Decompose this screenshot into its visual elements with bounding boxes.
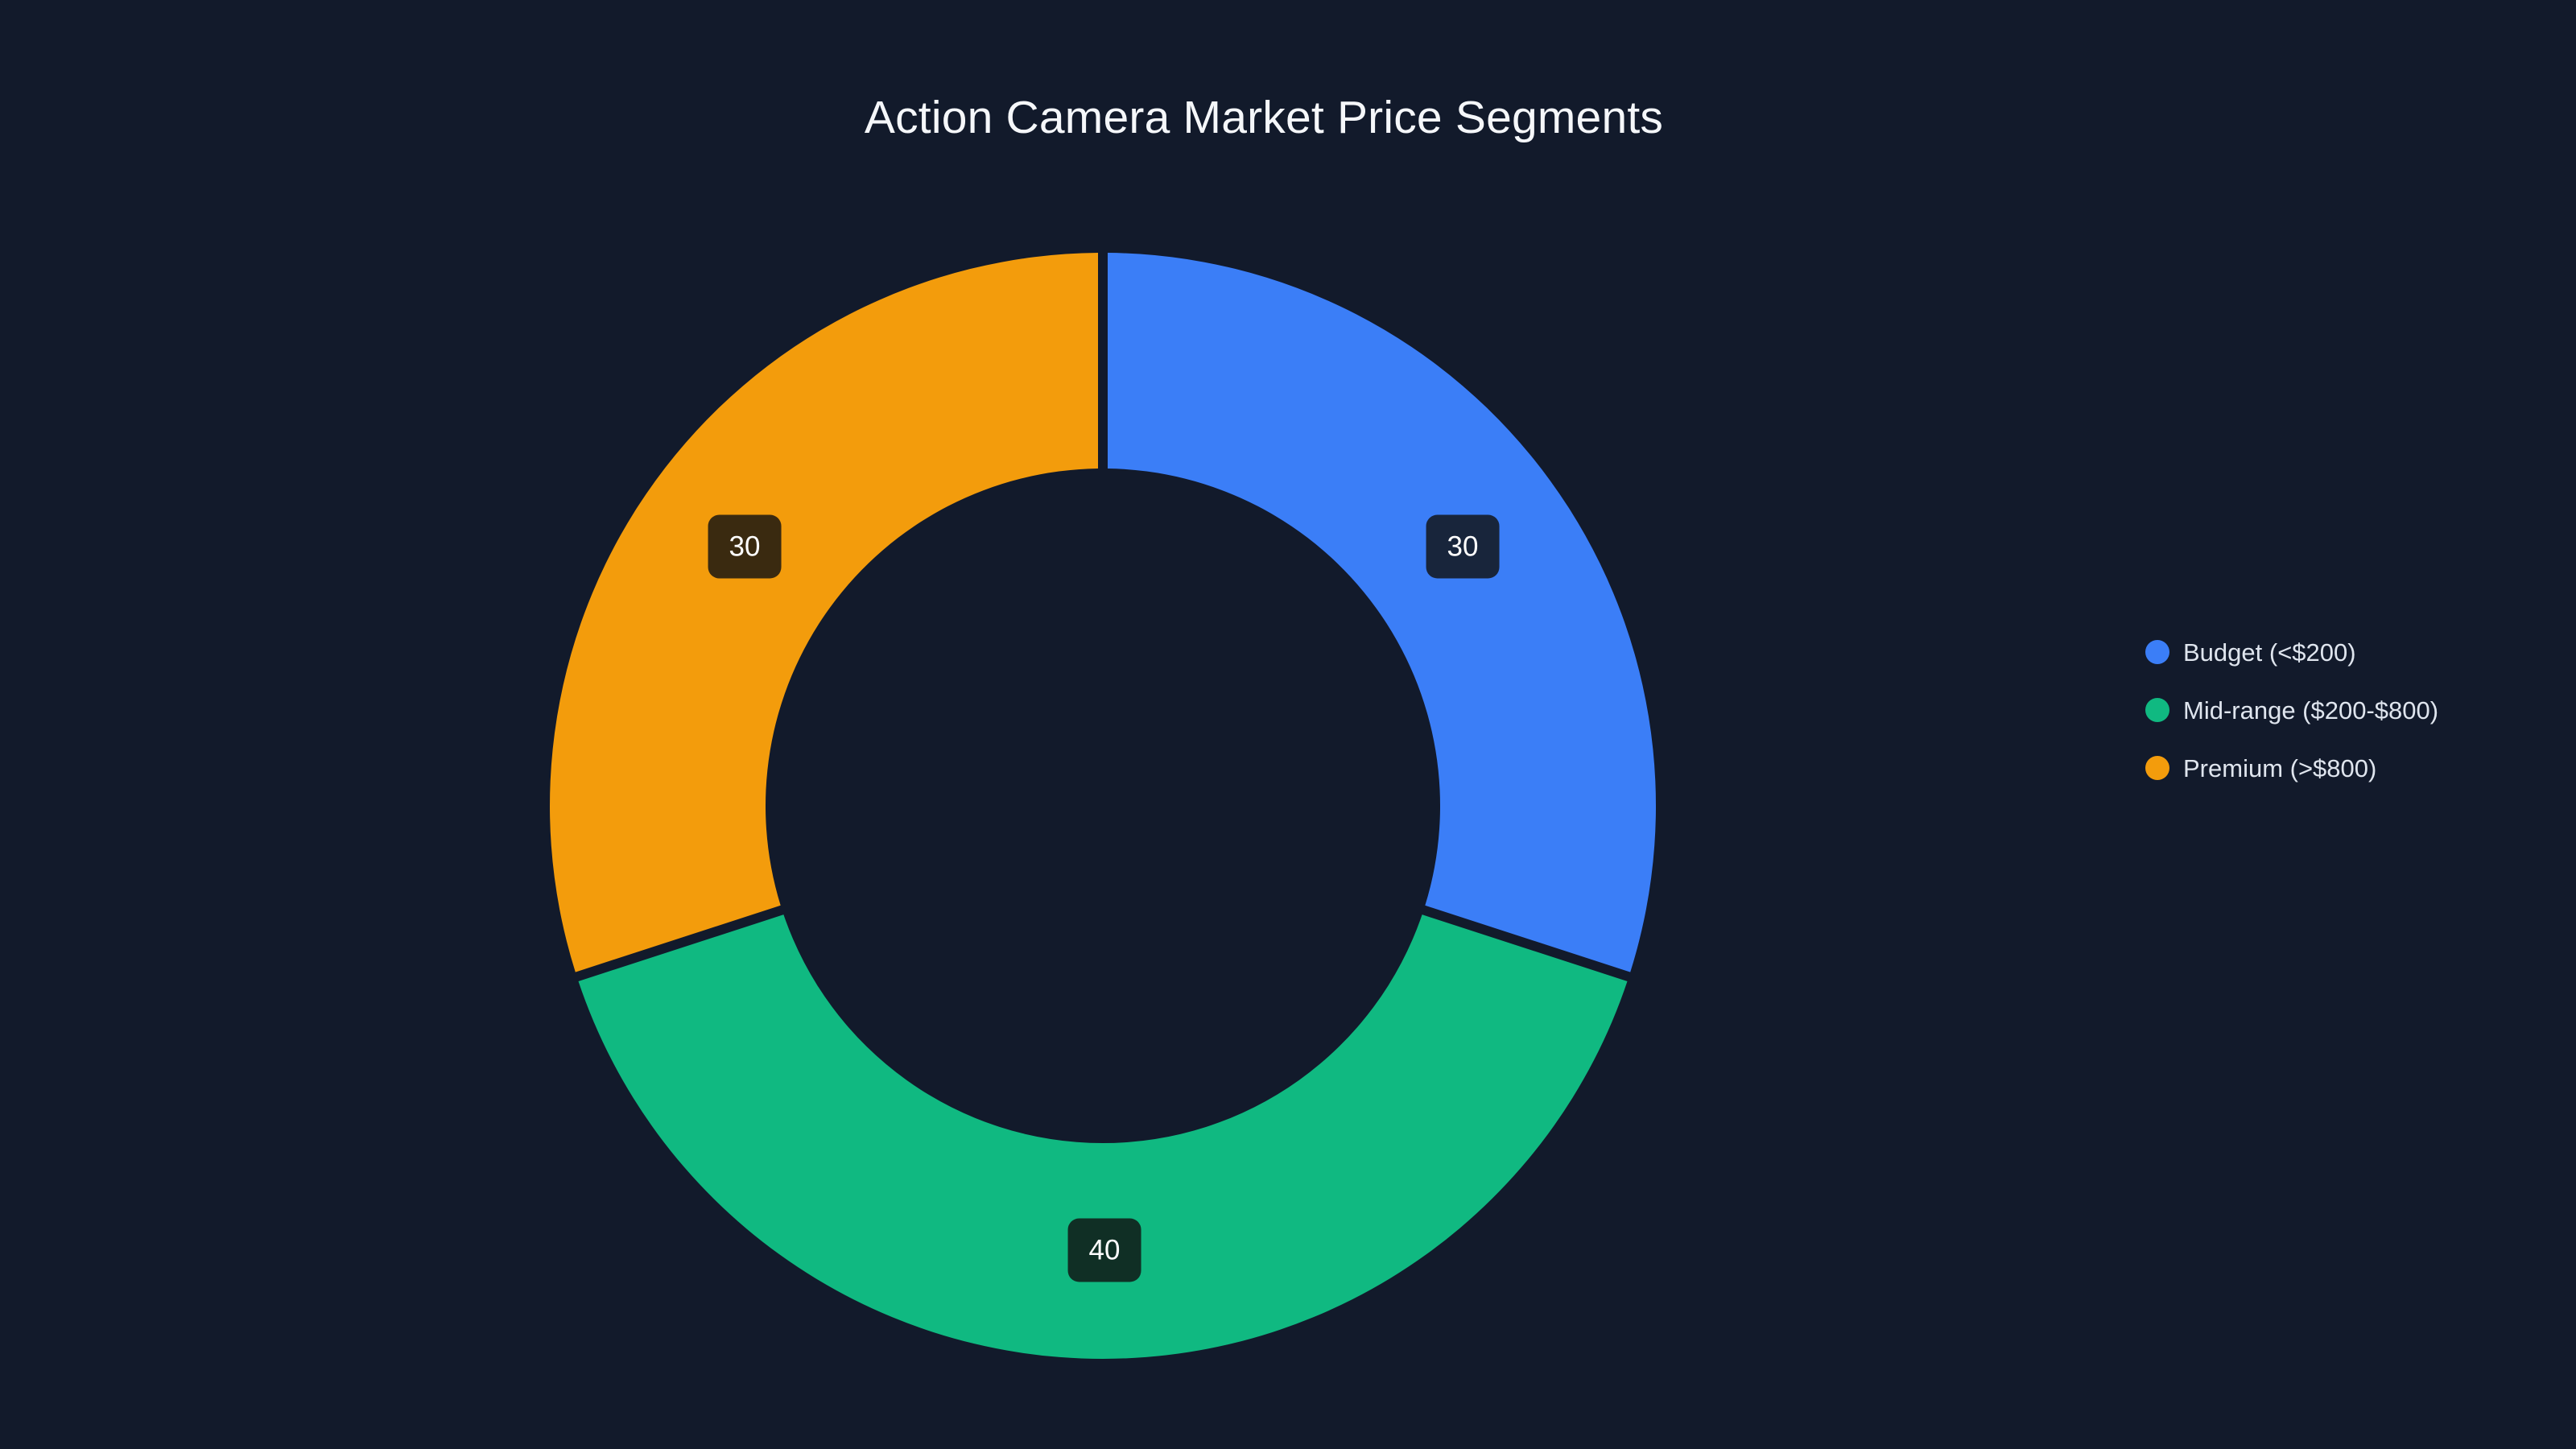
chart-legend: Budget (<$200) Mid-range ($200-$800) Pre…	[2145, 638, 2439, 782]
donut-slice-budget[interactable]	[1108, 253, 1656, 972]
chart-title: Action Camera Market Price Segments	[864, 92, 1664, 143]
slice-value-label-mid-range: 40	[1067, 1218, 1141, 1282]
legend-item-label: Premium (>$800)	[2183, 753, 2377, 782]
legend-item-label: Mid-range ($200-$800)	[2183, 696, 2439, 724]
legend-item-premium[interactable]: Premium (>$800)	[2145, 753, 2438, 782]
legend-item-mid-range[interactable]: Mid-range ($200-$800)	[2145, 696, 2439, 724]
legend-swatch-icon	[2145, 698, 2169, 722]
legend-item-budget[interactable]: Budget (<$200)	[2145, 638, 2438, 667]
legend-swatch-icon	[2145, 640, 2169, 664]
donut-slice-premium[interactable]	[550, 253, 1098, 972]
slice-value-label-budget: 30	[1426, 514, 1500, 579]
slice-value-label-premium: 30	[708, 514, 782, 579]
donut-slice-mid-range[interactable]	[578, 914, 1628, 1360]
donut-slices	[550, 253, 1656, 1360]
legend-swatch-icon	[2145, 756, 2169, 780]
legend-item-label: Budget (<$200)	[2183, 638, 2356, 667]
